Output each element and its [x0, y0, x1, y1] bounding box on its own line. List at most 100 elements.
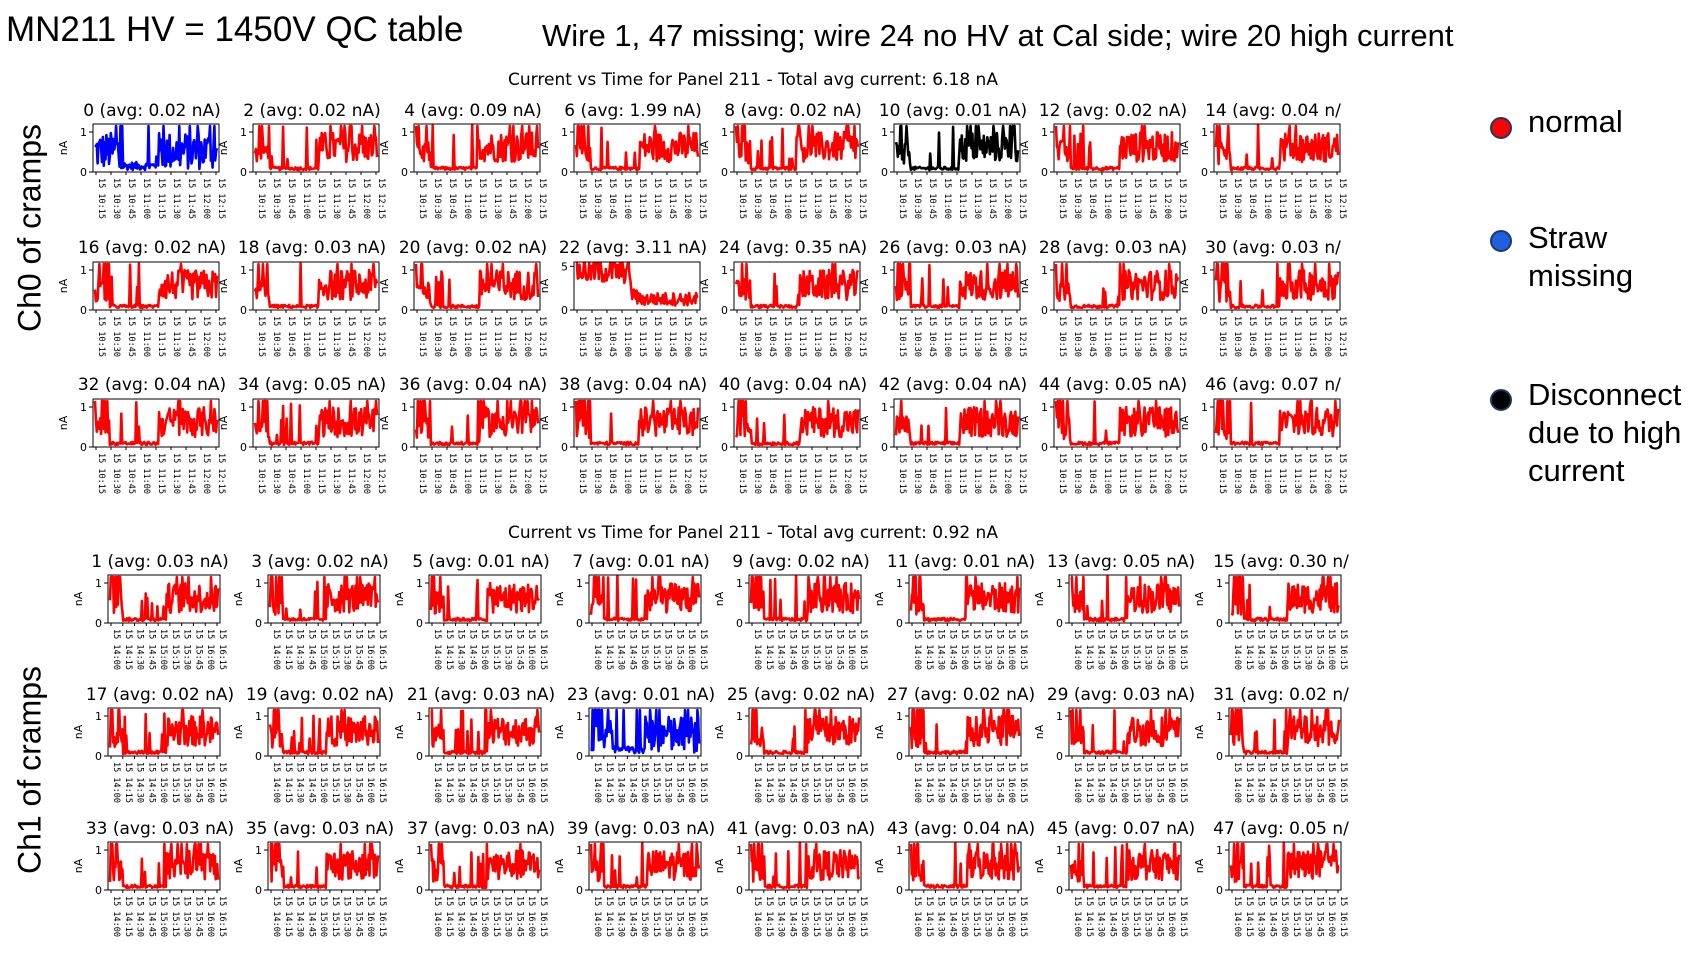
x-tick-label: 15 10:30	[1232, 316, 1242, 357]
y-axis-label: nA	[1178, 140, 1191, 155]
y-tick-label: 1	[721, 401, 728, 414]
subplot-title: 24 (avg: 0.35 nA)	[719, 238, 867, 258]
x-tick-label: 15 10:15	[256, 453, 266, 494]
subplot-title: 15 (avg: 0.30 n/	[1213, 552, 1349, 572]
subplot-title: 9 (avg: 0.02 nA)	[732, 552, 870, 572]
x-tick-label: 15 15:30	[823, 629, 833, 670]
series-line	[1214, 123, 1340, 172]
subplot-0-0: 0 (avg: 0.02 nA) nA 1 0 15 10:15 15 10:30 15 1…	[57, 101, 226, 219]
x-tick-label: 15 10:45	[607, 453, 617, 494]
plot-frame	[908, 841, 1022, 891]
x-tick-label: 15 15:15	[811, 629, 821, 670]
x-tick-label: 15 14:45	[306, 762, 316, 803]
x-tick-label: 15 10:45	[927, 453, 937, 494]
x-tick-label: 15 11:30	[492, 453, 502, 494]
x-tick-label: 15 15:45	[1314, 629, 1324, 670]
x-tick-label: 15 10:30	[111, 453, 121, 494]
x-tick-label: 15 11:15	[316, 178, 326, 219]
plot-frame	[748, 574, 862, 624]
series-line	[589, 841, 701, 890]
x-tick-label: 15 14:30	[295, 762, 305, 803]
x-tick-label: 15 15:45	[1154, 629, 1164, 670]
x-tick-label: 15 15:00	[479, 629, 489, 670]
y-axis-label: nA	[1033, 858, 1046, 873]
series-line	[734, 262, 860, 310]
series-line	[108, 575, 220, 623]
x-tick-label: 15 15:30	[823, 896, 833, 937]
x-tick-label: 15 15:00	[479, 762, 489, 803]
series-line	[108, 842, 220, 890]
x-tick-label: 15 14:45	[1267, 629, 1277, 670]
x-tick-label: 15 15:45	[674, 629, 684, 670]
subplot-title: 46 (avg: 0.07 n/	[1205, 375, 1341, 395]
x-tick-label: 15 15:30	[503, 896, 513, 937]
x-tick-label: 15 11:00	[782, 178, 792, 219]
subplot-title: 19 (avg: 0.02 nA)	[246, 685, 394, 705]
y-axis-label: nA	[1018, 415, 1031, 430]
y-tick-label: 0	[1056, 884, 1063, 897]
x-tick-label: 15 10:15	[256, 178, 266, 219]
x-tick-label: 15 12:00	[682, 178, 692, 219]
page-title: MN211 HV = 1450V QC table	[6, 10, 464, 49]
subplot-0-22: 44 (avg: 0.05 nA) nA 1 0 15 10:15 15 10:30 15 …	[1018, 375, 1187, 494]
x-tick-label: 15 14:45	[467, 629, 477, 670]
subplot-title: 28 (avg: 0.03 nA)	[1039, 238, 1187, 258]
x-tick-label: 15 10:30	[592, 178, 602, 219]
y-axis-label: nA	[232, 858, 245, 873]
x-tick-label: 15 11:30	[171, 316, 181, 357]
plot-frame	[748, 841, 862, 891]
x-tick-label: 15 11:00	[942, 453, 952, 494]
x-tick-label: 15 16:15	[698, 896, 708, 937]
x-tick-label: 15 16:00	[686, 762, 696, 803]
x-tick-label: 15 16:15	[858, 762, 868, 803]
x-tick-label: 15 12:15	[376, 453, 386, 494]
x-tick-label: 15 15:45	[514, 762, 524, 803]
y-axis-label: nA	[1018, 140, 1031, 155]
x-tick-label: 15 10:30	[432, 178, 442, 219]
x-tick-label: 15 10:30	[271, 453, 281, 494]
x-tick-label: 15 14:00	[432, 896, 442, 937]
x-tick-label: 15 12:15	[376, 178, 386, 219]
plot-frame	[908, 707, 1022, 757]
y-axis-label: nA	[232, 724, 245, 739]
x-tick-label: 15 15:30	[1143, 629, 1153, 670]
x-tick-label: 15 15:45	[994, 629, 1004, 670]
subplot-0-19: 38 (avg: 0.04 nA) nA 1 0 15 10:15 15 10:30 15 …	[538, 375, 707, 494]
y-axis-label: nA	[378, 278, 391, 293]
x-tick-label: 15 12:00	[1002, 316, 1012, 357]
subplot-title: 47 (avg: 0.05 n/	[1213, 819, 1349, 839]
x-tick-label: 15 16:15	[538, 762, 548, 803]
y-tick-label: 0	[416, 884, 423, 897]
x-tick-label: 15 16:00	[846, 762, 856, 803]
y-tick-label: 1	[881, 126, 888, 139]
x-tick-label: 15 11:45	[186, 178, 196, 219]
x-tick-label: 15 16:00	[526, 896, 536, 937]
x-tick-label: 15 11:45	[346, 453, 356, 494]
y-tick-label: 0	[80, 166, 87, 179]
x-tick-label: 15 16:00	[1006, 629, 1016, 670]
x-tick-label: 15 15:00	[1279, 896, 1289, 937]
x-tick-label: 15 15:15	[1291, 629, 1301, 670]
x-tick-label: 15 14:00	[432, 629, 442, 670]
subplot-title: 41 (avg: 0.03 nA)	[727, 819, 875, 839]
x-tick-label: 15 12:15	[1017, 316, 1027, 357]
x-tick-label: 15 11:30	[972, 453, 982, 494]
x-tick-label: 15 12:15	[1337, 316, 1347, 357]
subplot-title: 16 (avg: 0.02 nA)	[78, 238, 226, 258]
x-tick-label: 15 14:15	[283, 629, 293, 670]
x-tick-label: 15 11:45	[987, 316, 997, 357]
x-tick-label: 15 14:15	[444, 762, 454, 803]
x-tick-label: 15 14:00	[111, 762, 121, 803]
subplot-title: 39 (avg: 0.03 nA)	[567, 819, 715, 839]
y-axis-label: nA	[1033, 724, 1046, 739]
x-tick-label: 15 14:00	[752, 896, 762, 937]
x-tick-label: 15 14:45	[146, 629, 156, 670]
subplot-0-17: 34 (avg: 0.05 nA) nA 1 0 15 10:15 15 10:30 15 …	[217, 375, 386, 494]
x-tick-label: 15 12:15	[697, 316, 707, 357]
series-line	[1069, 842, 1181, 890]
x-tick-label: 15 10:15	[417, 178, 427, 219]
